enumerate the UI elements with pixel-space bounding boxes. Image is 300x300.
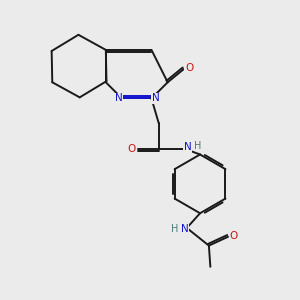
Text: O: O (128, 143, 136, 154)
Text: N: N (152, 94, 160, 103)
Text: N: N (181, 224, 188, 234)
Text: N: N (115, 94, 122, 103)
Text: H: H (171, 224, 178, 234)
Text: O: O (185, 63, 193, 73)
Text: N: N (184, 142, 191, 152)
Text: H: H (194, 141, 202, 151)
Text: O: O (230, 231, 238, 241)
